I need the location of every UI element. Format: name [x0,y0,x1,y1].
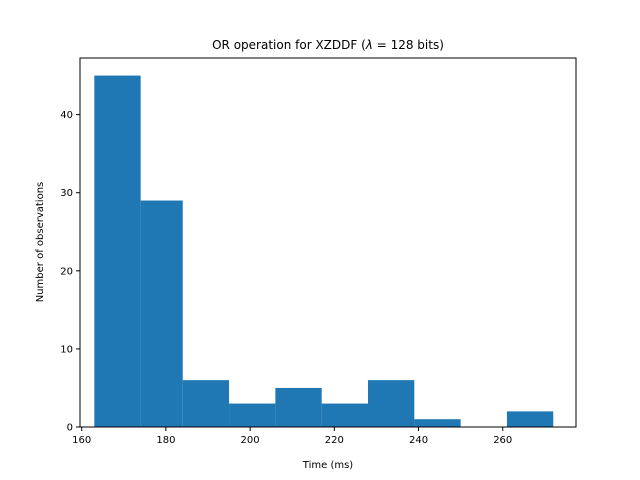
y-tick-label: 10 [60,344,73,355]
histogram-bar [182,380,230,427]
y-tick-label: 30 [60,188,73,199]
plot-frame [79,57,577,428]
bars-group [94,75,554,428]
x-tick-label: 220 [325,435,344,446]
y-axis-ticks: 0 10 20 30 40 [60,110,80,434]
x-tick-label: 160 [72,435,91,446]
histogram-bar [275,387,322,427]
histogram-bar [94,75,141,428]
x-axis-label: Time (ms) [302,460,354,471]
chart-title-before: OR operation for XZDDF ( [212,38,366,52]
x-tick-label: 260 [493,435,512,446]
x-tick-label: 240 [409,435,428,446]
chart-title: OR operation for XZDDF (λ = 128 bits) [212,38,444,52]
histogram-bar [414,419,461,427]
y-tick-label: 0 [67,423,73,434]
y-tick-label: 20 [60,266,73,277]
chart-title-symbol: λ [365,38,373,52]
chart-title-after: = 128 bits) [373,38,444,52]
histogram-bar [229,403,276,427]
y-tick-label: 40 [60,110,73,121]
histogram-bar [368,380,415,427]
y-axis-label: Number of observations [35,182,46,303]
histogram-bar [506,411,554,427]
x-tick-label: 180 [156,435,175,446]
histogram-bar [140,200,183,427]
histogram-bar [321,403,368,427]
x-axis-ticks: 160 180 200 220 240 260 [72,427,512,446]
x-tick-label: 200 [241,435,260,446]
